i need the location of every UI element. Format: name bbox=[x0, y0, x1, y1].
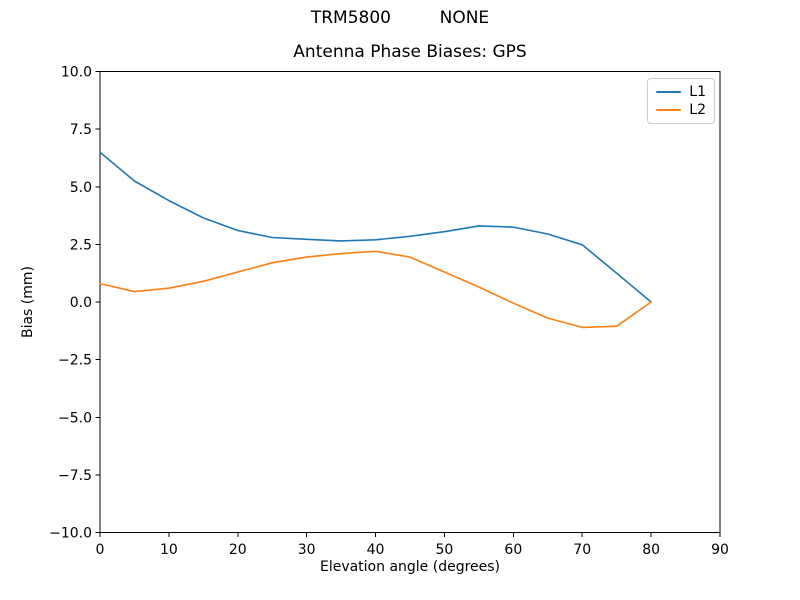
legend: L1 L2 bbox=[647, 78, 715, 124]
x-tick-label: 70 bbox=[573, 542, 591, 558]
legend-line-l1 bbox=[656, 91, 682, 93]
y-tick-label: 0.0 bbox=[70, 295, 92, 311]
y-tick-label: 2.5 bbox=[70, 237, 92, 253]
x-tick-label: 40 bbox=[367, 542, 385, 558]
x-tick-label: 10 bbox=[160, 542, 178, 558]
x-tick-label: 90 bbox=[711, 542, 729, 558]
x-tick-label: 0 bbox=[96, 542, 105, 558]
y-axis-label: Bias (mm) bbox=[20, 265, 36, 339]
legend-line-l2 bbox=[656, 109, 682, 111]
y-tick-label: −7.5 bbox=[58, 468, 92, 484]
series-line-l2 bbox=[99, 250, 652, 329]
series-line-l1 bbox=[99, 151, 652, 303]
figure-suptitle: TRM5800 NONE bbox=[310, 8, 490, 28]
x-tick-label: 20 bbox=[229, 542, 247, 558]
legend-label-l2: L2 bbox=[689, 102, 706, 118]
y-tick-label: −10.0 bbox=[49, 526, 92, 542]
y-tick-label: −5.0 bbox=[58, 410, 92, 426]
chart-title: Antenna Phase Biases: GPS bbox=[293, 42, 527, 62]
y-tick-label: 10.0 bbox=[61, 65, 92, 81]
x-tick-label: 60 bbox=[504, 542, 522, 558]
y-tick-label: −2.5 bbox=[58, 353, 92, 369]
legend-item-l1: L1 bbox=[656, 85, 706, 99]
x-axis-label: Elevation angle (degrees) bbox=[319, 559, 501, 575]
x-tick-label: 80 bbox=[642, 542, 660, 558]
y-tick-label: 7.5 bbox=[70, 122, 92, 138]
axes-frame bbox=[99, 71, 721, 533]
legend-item-l2: L2 bbox=[656, 103, 706, 117]
x-tick-label: 50 bbox=[436, 542, 454, 558]
x-tick-label: 30 bbox=[298, 542, 316, 558]
y-tick-label: 5.0 bbox=[70, 180, 92, 196]
legend-label-l1: L1 bbox=[689, 84, 706, 100]
